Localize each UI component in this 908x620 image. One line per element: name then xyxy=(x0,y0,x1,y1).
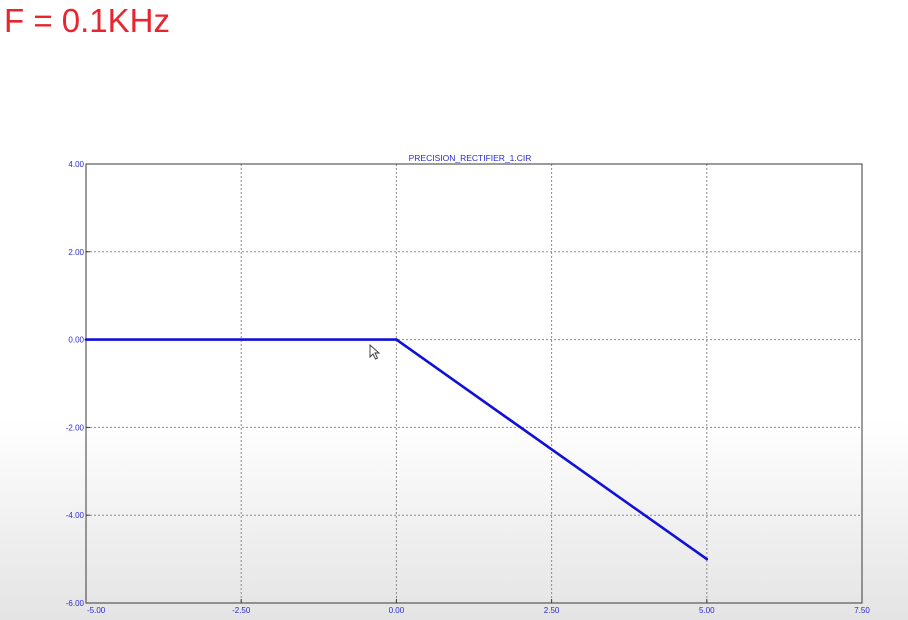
data-point xyxy=(395,338,398,341)
grid xyxy=(85,163,863,604)
y-tick-labels: 4.00 2.00 0.00 -2.00 -4.00 -6.00 xyxy=(66,160,85,608)
x-tick-label: -2.50 xyxy=(232,606,251,615)
x-tick-label: -5.00 xyxy=(87,606,106,615)
plot-frame xyxy=(85,163,863,604)
y-tick-label: 0.00 xyxy=(68,336,84,345)
data-point xyxy=(705,557,709,561)
data-point xyxy=(84,338,88,341)
y-tick-label: 4.00 xyxy=(68,160,84,169)
chart-title: PRECISION_RECTIFIER_1.CIR xyxy=(409,153,532,163)
x-tick-label: 2.50 xyxy=(544,606,560,615)
frequency-heading: F = 0.1KHz xyxy=(4,2,170,39)
x-tick-label: 0.00 xyxy=(389,606,405,615)
y-tick-label: 2.00 xyxy=(68,248,84,257)
x-tick-labels: -5.00 -2.50 0.00 2.50 5.00 7.50 xyxy=(87,606,870,615)
series-layer xyxy=(84,338,709,561)
x-tick-label: 5.00 xyxy=(699,606,715,615)
mouse-cursor-icon xyxy=(369,343,381,360)
y-tick-label: -2.00 xyxy=(66,423,85,432)
y-tick-label: -6.00 xyxy=(66,599,85,608)
y-tick-label: -4.00 xyxy=(66,511,85,520)
x-tick-label: 7.50 xyxy=(854,606,870,615)
